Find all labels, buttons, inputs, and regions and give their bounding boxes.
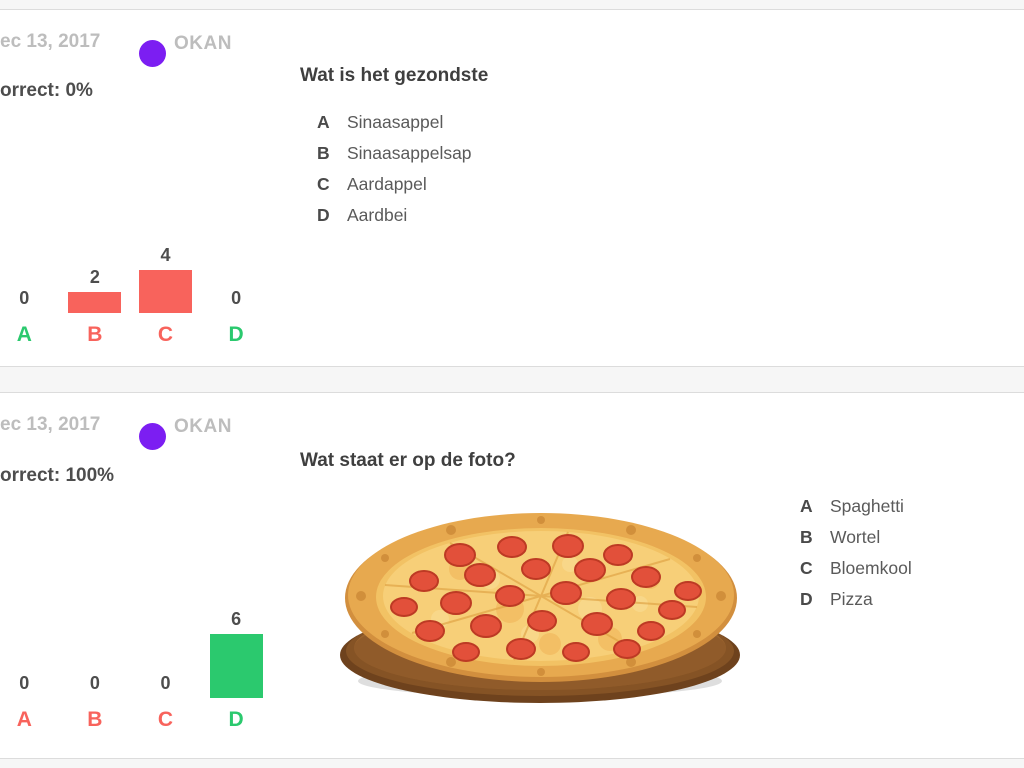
bar (138, 270, 192, 313)
option-row: A Spaghetti (800, 496, 912, 517)
bar-letter: C (157, 323, 174, 346)
pizza-image (340, 513, 740, 703)
option-row: B Sinaasappelsap (317, 143, 472, 164)
option-letter: C (317, 174, 330, 194)
option-text: Spaghetti (830, 496, 904, 516)
question-title: Wat is het gezondste (300, 65, 489, 86)
option-letter: D (317, 205, 330, 225)
game-name: OKAN (174, 416, 232, 437)
chart-column: 2 B (60, 223, 131, 346)
chart-column: 6 D (201, 608, 272, 731)
bar-value: 0 (19, 673, 30, 693)
option-letter: C (800, 558, 813, 578)
game-dot-icon (139, 40, 166, 67)
option-letter: B (800, 527, 813, 547)
bar-value: 0 (89, 673, 100, 693)
correct-percentage: orrect: 100% (0, 465, 115, 486)
option-row: D Aardbei (317, 205, 472, 226)
option-text: Aardbei (347, 205, 408, 225)
chart-column: 0 A (0, 223, 60, 346)
bar-value: 4 (160, 245, 171, 265)
option-letter: A (317, 112, 330, 132)
option-text: Aardappel (347, 174, 427, 194)
bar-letter: A (16, 708, 32, 731)
chart-column: 0 B (60, 608, 131, 731)
bar-letter: C (157, 708, 174, 731)
option-text: Pizza (830, 589, 873, 609)
option-row: D Pizza (800, 589, 912, 610)
bar-letter: A (16, 323, 32, 346)
question-card[interactable]: ec 13, 2017 OKAN orrect: 100% Wat staat … (0, 392, 1024, 759)
chart-column: 4 C (130, 223, 201, 346)
bar (209, 634, 263, 698)
bar-letter: D (228, 323, 244, 346)
answer-distribution-chart: 0 A 2 B 4 C 0 D (0, 223, 271, 346)
option-row: C Aardappel (317, 174, 472, 195)
question-card[interactable]: ec 13, 2017 OKAN orrect: 0% Wat is het g… (0, 9, 1024, 367)
report-date: ec 13, 2017 (0, 414, 101, 435)
options-list: A Sinaasappel B Sinaasappelsap C Aardapp… (317, 112, 472, 236)
chart-column: 0 C (130, 608, 201, 731)
options-list: A Spaghetti B Wortel C Bloemkool D Pizza (800, 496, 912, 620)
chart-column: 0 D (201, 223, 272, 346)
option-text: Sinaasappel (347, 112, 444, 132)
report-date: ec 13, 2017 (0, 31, 101, 52)
bar-value: 0 (231, 288, 242, 308)
option-text: Wortel (830, 527, 881, 547)
bar-value: 0 (160, 673, 171, 693)
option-letter: B (317, 143, 330, 163)
bar-value: 6 (231, 609, 242, 629)
question-title: Wat staat er op de foto? (300, 450, 516, 471)
option-row: C Bloemkool (800, 558, 912, 579)
bar-letter: B (87, 323, 103, 346)
bar (68, 292, 122, 313)
option-text: Bloemkool (830, 558, 912, 578)
option-row: A Sinaasappel (317, 112, 472, 133)
option-text: Sinaasappelsap (347, 143, 472, 163)
chart-column: 0 A (0, 608, 60, 731)
bar-value: 2 (89, 267, 100, 287)
bar-letter: B (87, 708, 103, 731)
option-letter: D (800, 589, 813, 609)
option-row: B Wortel (800, 527, 912, 548)
option-letter: A (800, 496, 813, 516)
game-dot-icon (139, 423, 166, 450)
bar-letter: D (228, 708, 244, 731)
correct-percentage: orrect: 0% (0, 80, 93, 101)
bar-value: 0 (19, 288, 30, 308)
answer-distribution-chart: 0 A 0 B 0 C 6 D (0, 608, 271, 731)
game-name: OKAN (174, 33, 232, 54)
